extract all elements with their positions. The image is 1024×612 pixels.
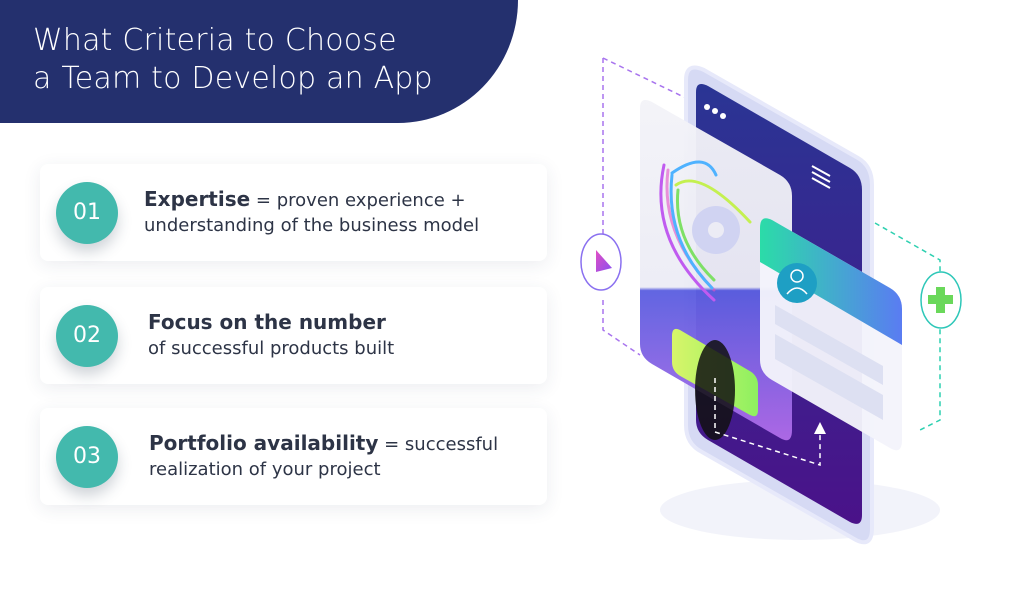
criterion-title: Focus on the number <box>148 310 386 334</box>
menu-icon <box>811 165 831 189</box>
input-line <box>775 305 883 385</box>
arrow-up-icon <box>814 422 826 434</box>
criterion-text: Expertise = proven experience + understa… <box>144 187 479 238</box>
criterion-card-3: 03 Portfolio availability = successful r… <box>40 408 547 505</box>
title-line-2: a Team to Develop an App <box>33 61 433 96</box>
plus-icon <box>928 287 953 313</box>
number-badge: 01 <box>56 182 118 244</box>
dashed-line <box>602 58 641 356</box>
criterion-desc: = successful <box>378 434 499 455</box>
criterion-desc-line2: of successful products built <box>148 338 395 359</box>
dashed-line <box>874 222 941 431</box>
user-icon <box>777 263 817 303</box>
play-icon <box>596 250 612 272</box>
criterion-title: Expertise <box>144 187 251 211</box>
number-badge: 02 <box>56 305 118 367</box>
title-line-1: What Criteria to Choose <box>33 23 397 58</box>
number-badge: 03 <box>56 426 118 488</box>
header-banner: What Criteria to Choose a Team to Develo… <box>0 0 518 123</box>
input-line <box>775 334 883 420</box>
page-title: What Criteria to Choose a Team to Develo… <box>33 22 433 98</box>
progress-rings <box>659 160 752 302</box>
criterion-card-2: 02 Focus on the number of successful pro… <box>40 287 547 384</box>
more-dots-icon <box>704 104 726 119</box>
criterion-title: Portfolio availability <box>149 431 379 455</box>
criterion-desc-line2: understanding of the business model <box>144 215 480 236</box>
criterion-desc-line2: realization of your project <box>149 459 381 480</box>
profile-header <box>760 218 902 345</box>
app-illustration <box>580 57 962 545</box>
criterion-text: Portfolio availability = successful real… <box>149 431 498 482</box>
criterion-desc: = proven experience + <box>250 190 466 211</box>
criterion-card-1: 01 Expertise = proven experience + under… <box>40 164 547 261</box>
criterion-text: Focus on the number of successful produc… <box>148 310 394 361</box>
